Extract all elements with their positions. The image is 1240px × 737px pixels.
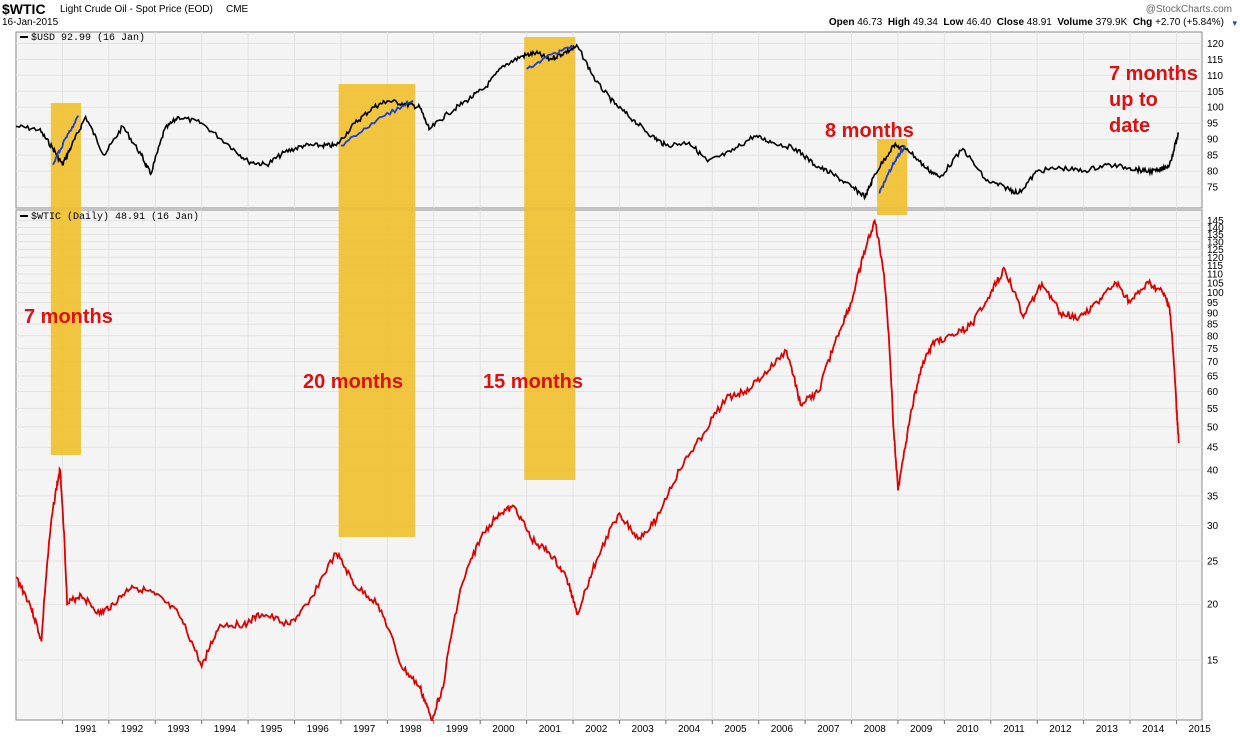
- oil-y-tick-label: 100: [1207, 288, 1224, 299]
- quote-volume: Volume 379.9K: [1057, 17, 1128, 28]
- oil-y-tick-label: 65: [1207, 372, 1219, 383]
- annotation-label: 7 months: [1109, 63, 1198, 85]
- annotation-label: 8 months: [825, 120, 914, 142]
- quote-bar: Open 46.73 High 49.34 Low 46.40 Close 48…: [829, 17, 1224, 28]
- oil-y-tick-label: 25: [1207, 557, 1219, 568]
- x-tick-label: 2001: [539, 724, 562, 735]
- usd-y-tick-label: 110: [1207, 71, 1223, 82]
- x-tick-label: 2011: [1003, 724, 1025, 735]
- quote-low: Low 46.40: [943, 17, 992, 28]
- usd-legend: $USD 92.99 (16 Jan): [31, 32, 145, 44]
- x-tick-label: 2003: [632, 724, 655, 735]
- highlight-box: [50, 103, 81, 455]
- oil-y-tick-label: 75: [1207, 344, 1219, 355]
- x-tick-label: 2005: [724, 724, 747, 735]
- usd-series-line: [15, 43, 1180, 201]
- oil-y-tick-label: 85: [1207, 320, 1219, 331]
- usd-y-tick-label: 115: [1207, 55, 1223, 66]
- quote-close: Close 48.91: [996, 17, 1052, 28]
- usd-y-tick-label: 85: [1207, 151, 1219, 162]
- annotation-label: up to: [1109, 89, 1158, 111]
- x-tick-label: 1997: [353, 724, 376, 735]
- x-tick-label: 2004: [678, 724, 701, 735]
- stockcharts-watermark: @StockCharts.com: [1145, 4, 1232, 15]
- usd-highlight-segment: [526, 44, 574, 70]
- oil-y-tick-label: 55: [1207, 404, 1219, 415]
- usd-highlight-segment: [340, 100, 414, 147]
- oil-legend: $WTIC (Daily) 48.91 (16 Jan): [31, 211, 199, 223]
- quote-high: High 49.34: [887, 17, 938, 28]
- x-tick-label: 2000: [492, 724, 515, 735]
- x-tick-label: 2010: [956, 724, 979, 735]
- annotation-label: date: [1109, 115, 1150, 137]
- x-tick-label: 2013: [1096, 724, 1119, 735]
- annotation-label: 7 months: [24, 306, 113, 328]
- oil-series-line: [15, 218, 1180, 722]
- collapse-chevron-icon[interactable]: ▾: [1232, 18, 1237, 28]
- x-tick-label: 2014: [1142, 724, 1165, 735]
- oil-y-tick-label: 70: [1207, 357, 1219, 368]
- usd-y-tick-label: 95: [1207, 119, 1219, 130]
- oil-y-tick-label: 110: [1207, 270, 1223, 281]
- oil-y-tick-label: 50: [1207, 422, 1219, 433]
- usd-highlight-segment: [52, 115, 80, 166]
- x-tick-label: 1993: [167, 724, 190, 735]
- oil-y-tick-label: 105: [1207, 279, 1224, 290]
- x-tick-label: 1996: [307, 724, 330, 735]
- annotation-label: 20 months: [303, 371, 403, 393]
- exchange-label: CME: [226, 4, 249, 15]
- oil-y-tick-label: 130: [1207, 237, 1224, 248]
- oil-y-tick-label: 15: [1207, 655, 1219, 666]
- oil-y-tick-label: 45: [1207, 443, 1219, 454]
- oil-y-tick-label: 115: [1207, 261, 1223, 272]
- oil-y-tick-label: 135: [1207, 230, 1224, 241]
- x-tick-label: 1992: [121, 724, 144, 735]
- x-tick-label: 2012: [1049, 724, 1072, 735]
- oil-y-tick-label: 40: [1207, 466, 1219, 477]
- x-tick-label: 2009: [910, 724, 933, 735]
- x-tick-label: 1995: [260, 724, 283, 735]
- usd-y-tick-label: 120: [1207, 39, 1224, 50]
- oil-y-tick-label: 90: [1207, 309, 1219, 320]
- oil-y-tick-label: 30: [1207, 521, 1219, 532]
- chart-symbol: $WTIC: [2, 1, 46, 17]
- usd-y-tick-label: 100: [1207, 103, 1224, 114]
- usd-y-tick-label: 105: [1207, 87, 1224, 98]
- chart-header: $WTIC Light Crude Oil - Spot Price (EOD)…: [0, 0, 1240, 32]
- usd-panel: [15, 31, 1203, 209]
- x-tick-label: 2008: [864, 724, 887, 735]
- oil-y-tick-label: 145: [1207, 216, 1224, 227]
- x-tick-label: 1994: [214, 724, 237, 735]
- oil-y-tick-label: 35: [1207, 491, 1219, 502]
- oil-y-tick-label: 20: [1207, 600, 1219, 611]
- usd-y-tick-label: 75: [1207, 183, 1219, 194]
- usd-highlight-segment: [878, 145, 906, 194]
- highlight-box: [338, 84, 416, 537]
- oil-y-tick-label: 125: [1207, 245, 1224, 256]
- highlight-box: [524, 37, 576, 480]
- usd-y-tick-label: 90: [1207, 135, 1219, 146]
- quote-change: Chg +2.70 (+5.84%): [1132, 17, 1224, 28]
- x-tick-label: 2006: [771, 724, 794, 735]
- oil-y-tick-label: 60: [1207, 387, 1219, 398]
- chart-date: 16-Jan-2015: [2, 17, 59, 28]
- annotation-label: 15 months: [483, 371, 583, 393]
- quote-open: Open 46.73: [828, 17, 883, 28]
- oil-y-tick-label: 140: [1207, 223, 1224, 234]
- oil-y-tick-label: 80: [1207, 331, 1219, 342]
- oil-y-tick-label: 95: [1207, 298, 1219, 309]
- x-tick-label: 2015: [1189, 724, 1212, 735]
- x-tick-label: 2002: [585, 724, 608, 735]
- usd-y-tick-label: 80: [1207, 167, 1219, 178]
- oil-panel: [15, 209, 1203, 721]
- x-tick-label: 2007: [817, 724, 840, 735]
- chart-title: Light Crude Oil - Spot Price (EOD): [60, 4, 213, 15]
- x-tick-label: 1991: [75, 724, 98, 735]
- oil-y-tick-label: 120: [1207, 253, 1224, 264]
- x-tick-label: 1998: [399, 724, 422, 735]
- x-tick-label: 1999: [446, 724, 469, 735]
